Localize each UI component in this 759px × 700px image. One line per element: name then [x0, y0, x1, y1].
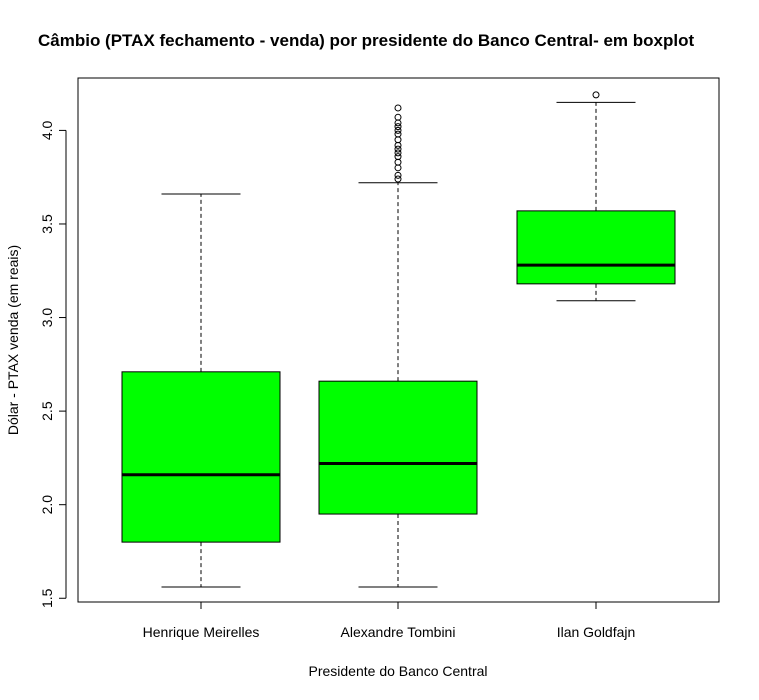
outlier-point	[592, 91, 600, 99]
box-2	[318, 104, 478, 588]
box-1	[121, 193, 281, 588]
outlier-point	[394, 164, 402, 172]
y-axis: 1.5 2.0 2.5 3.0 3.5 4.0	[39, 120, 67, 608]
outlier-point	[394, 113, 402, 121]
outlier-point	[394, 175, 402, 183]
outlier-point	[394, 153, 402, 161]
outlier-point	[394, 136, 402, 144]
outlier-point	[394, 149, 402, 157]
x-tick-label: Alexandre Tombini	[341, 624, 456, 640]
chart-title: Câmbio (PTAX fechamento - venda) por pre…	[38, 31, 694, 50]
y-tick-label: 3.0	[39, 308, 55, 328]
y-tick-label: 2.0	[39, 495, 55, 515]
y-axis-label: Dólar - PTAX venda (em reais)	[5, 245, 21, 435]
y-tick-label: 4.0	[39, 120, 55, 140]
x-axis-label: Presidente do Banco Central	[309, 663, 488, 679]
x-axis: Henrique Meirelles Alexandre Tombini Ilan …	[143, 601, 636, 640]
x-tick-label: Henrique Meirelles	[143, 624, 260, 640]
outlier-point	[394, 141, 402, 149]
outlier-point	[394, 171, 402, 179]
y-tick-label: 2.5	[39, 401, 55, 421]
outlier-point	[394, 158, 402, 166]
x-tick-label: Ilan Goldfajn	[557, 624, 636, 640]
box-iqr	[516, 210, 676, 285]
box-3	[516, 91, 676, 302]
y-tick-label: 1.5	[39, 588, 55, 608]
outlier-point	[394, 104, 402, 112]
y-tick-label: 3.5	[39, 214, 55, 234]
outlier-point	[394, 126, 402, 134]
outlier-point	[394, 130, 402, 138]
box-iqr	[318, 380, 478, 515]
outlier-point	[394, 119, 402, 127]
box-group	[121, 91, 676, 588]
outlier-point	[394, 145, 402, 153]
box-iqr	[121, 371, 281, 543]
outlier-point	[394, 123, 402, 131]
